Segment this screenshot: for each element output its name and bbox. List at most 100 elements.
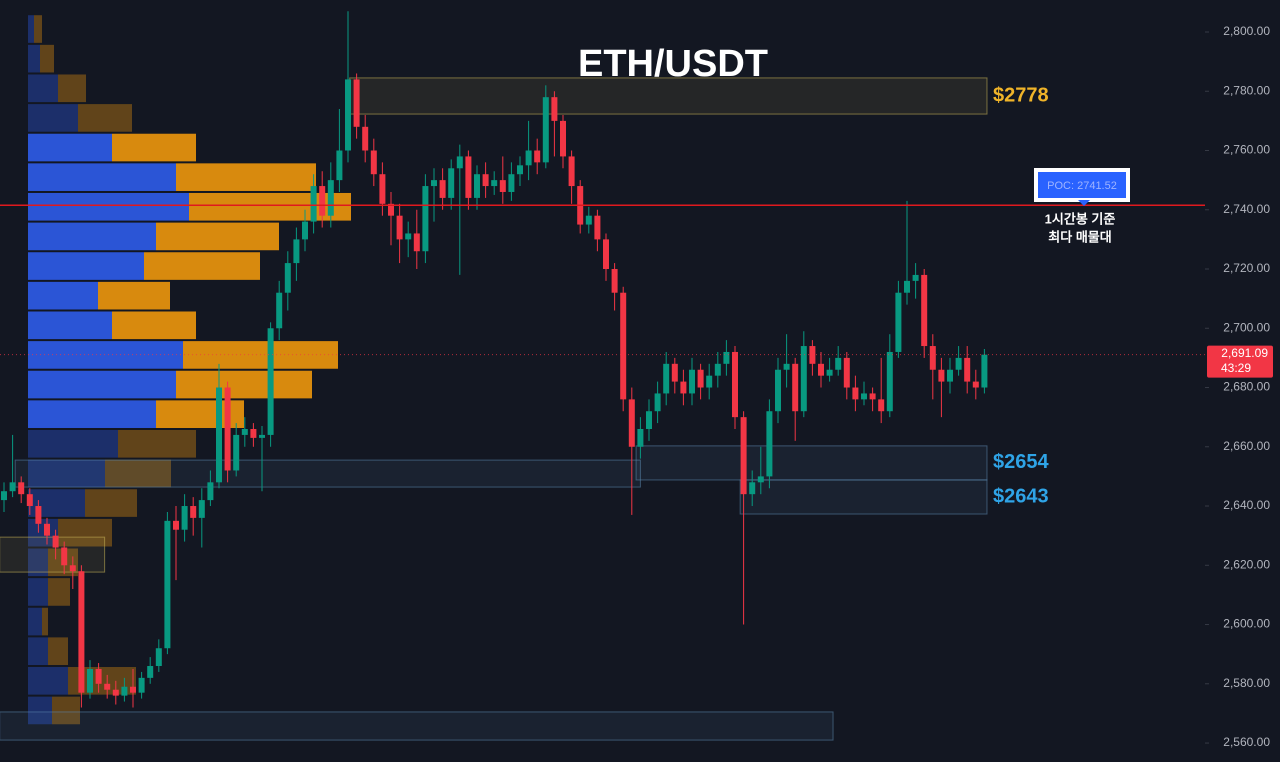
candle-body [250, 428, 257, 438]
price-zone [739, 479, 988, 515]
candle-body [714, 363, 721, 376]
candle-body [52, 535, 59, 548]
candle-body [327, 180, 334, 216]
annotation: 최다 매물대 [1048, 229, 1111, 244]
profile-buy [28, 429, 118, 458]
candle-body [775, 369, 781, 412]
candle-body [224, 387, 231, 471]
y-tick-label: 2,660.00 [1223, 439, 1270, 453]
profile-buy [28, 222, 156, 251]
profile-buy [28, 74, 58, 103]
candle-body [491, 180, 498, 187]
last-price-box [1207, 345, 1273, 378]
candle-body [405, 233, 412, 240]
chart-title: ETH/USDT [578, 43, 768, 85]
candle-body [190, 506, 197, 518]
candle-body [947, 369, 953, 382]
profile-sell [144, 252, 260, 280]
profile-sell [48, 637, 68, 666]
profile-buy [28, 163, 176, 191]
candle-body [207, 482, 214, 501]
candle-body [78, 571, 85, 693]
price-zone [635, 445, 988, 481]
profile-buy [28, 370, 176, 399]
y-tick-label: 2,700.00 [1223, 320, 1270, 334]
candle-body [276, 292, 283, 329]
candle-body [18, 482, 25, 495]
profile-sell [112, 311, 196, 340]
candle-body [895, 292, 902, 352]
candle-body [121, 686, 128, 696]
candle-body [912, 274, 919, 281]
candle-body [663, 363, 670, 394]
candle-body [843, 357, 850, 388]
profile-buy [28, 459, 105, 488]
price-axis: 2,560.00 2,580.00 2,600.00 2,620.00 2,640.00… [1205, 0, 1280, 762]
profile-sell [189, 192, 351, 221]
candle-body [370, 150, 377, 175]
candle-body [499, 180, 506, 192]
candle-body [886, 351, 893, 412]
candle-body [568, 156, 575, 187]
candle-body [749, 482, 756, 495]
profile-sell [176, 163, 316, 191]
candle-body [155, 648, 162, 667]
candle-body [431, 180, 437, 187]
candle-body [95, 668, 102, 684]
candle-body [560, 120, 566, 157]
candle-body [766, 411, 773, 477]
candle-body [826, 369, 833, 376]
candle-body [302, 221, 308, 240]
candle-body [981, 354, 988, 388]
candle-body [241, 428, 248, 435]
y-tick-label: 2,580.00 [1223, 676, 1270, 690]
candle-body [740, 417, 747, 495]
profile-sell [52, 696, 80, 725]
y-tick-label: 2,740.00 [1223, 202, 1270, 216]
candle-body [9, 482, 16, 492]
profile-buy [28, 400, 156, 428]
candle-body [362, 126, 369, 151]
candle-body [284, 263, 291, 293]
candle-body [878, 399, 885, 412]
candle-body [654, 393, 661, 412]
profile-sell [42, 607, 48, 636]
y-tick-label: 2,720.00 [1223, 261, 1270, 275]
y-tick-label: 2,780.00 [1223, 83, 1270, 97]
candle-body [87, 668, 93, 693]
candle-body [757, 476, 764, 483]
candle-body [353, 79, 360, 127]
candle-body [216, 387, 222, 483]
zone-label: $2654 [993, 451, 1049, 473]
candle-body [542, 97, 549, 163]
profile-sell [118, 429, 196, 458]
candle-body [964, 357, 971, 382]
candle-body [44, 523, 50, 536]
candle-body [680, 381, 687, 394]
profile-sell [112, 133, 196, 162]
candle-body [379, 174, 386, 204]
profile-buy [28, 281, 98, 310]
candle-body [336, 150, 343, 181]
candle-body [482, 174, 489, 187]
profile-sell [176, 370, 312, 399]
candle-body [181, 506, 188, 530]
candle-body [439, 180, 446, 198]
candle-body [921, 274, 928, 347]
candle-body [972, 381, 979, 388]
candle-body [413, 233, 420, 252]
profile-sell [156, 400, 244, 428]
profile-buy [28, 15, 34, 43]
candle-body [904, 280, 910, 293]
profile-sell [85, 489, 137, 517]
candle-body [164, 520, 171, 649]
candle-body [130, 686, 136, 693]
candle-body [792, 363, 799, 412]
candle-body [783, 363, 790, 370]
candle-body [628, 399, 635, 447]
candle-body [61, 547, 68, 566]
price-zone [0, 711, 834, 741]
candle-body [396, 215, 403, 240]
profile-sell [78, 104, 132, 132]
